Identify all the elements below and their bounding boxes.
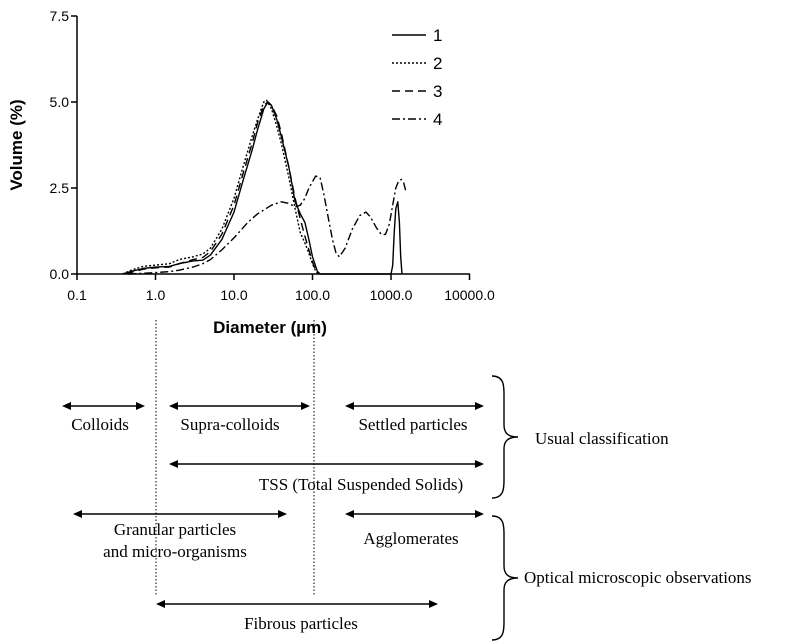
series-2-line (122, 99, 320, 275)
class-granular-particles: Granular particles and micro-organisms (73, 510, 287, 561)
series-1-line (122, 101, 403, 275)
class-colloids: Colloids (62, 402, 145, 434)
brace-usual-classification (491, 375, 519, 499)
class-fibrous-particles: Fibrous particles (156, 600, 438, 633)
class-settled-particles: Settled particles (345, 402, 484, 434)
classification-diagram: Colloids Supra-colloids Settled particles T… (62, 320, 752, 641)
class-label-supra-colloids: Supra-colloids (180, 415, 279, 434)
series-3-line (125, 101, 320, 275)
class-label-granular-particles: and micro-organisms (103, 542, 247, 561)
x-tick-label: 100.0 (295, 287, 330, 303)
y-tick-label: 0.0 (50, 266, 70, 282)
class-label-settled-particles: Settled particles (358, 415, 467, 434)
arrow-head-right (136, 402, 145, 410)
arrow-head-right (301, 402, 310, 410)
arrow-head-right (475, 510, 484, 518)
arrow-head-right (429, 600, 438, 608)
brace-label-optical: Optical microscopic observations (524, 568, 752, 587)
brace-optical-observations (491, 515, 519, 641)
x-tick-label: 1.0 (146, 287, 166, 303)
arrow-head-right (278, 510, 287, 518)
arrow-head-left (169, 460, 178, 468)
legend-label-1: 1 (433, 26, 442, 45)
class-label-agglomerates: Agglomerates (363, 529, 458, 548)
arrow-head-left (345, 402, 354, 410)
legend: 1 2 3 4 (392, 26, 442, 129)
series-layer (122, 99, 407, 275)
series-4-line (128, 175, 407, 275)
size-distribution-chart: Volume (%) Diameter (µm) 0.0 2.5 5.0 7.5 0.… (7, 8, 495, 337)
class-agglomerates: Agglomerates (345, 510, 484, 548)
legend-label-2: 2 (433, 54, 442, 73)
x-axis: 0.1 1.0 10.0 100.0 1000.0 10000.0 (67, 274, 495, 303)
x-tick-label: 1000.0 (370, 287, 413, 303)
arrow-head-left (73, 510, 82, 518)
class-supra-colloids: Supra-colloids (169, 402, 310, 434)
legend-label-4: 4 (433, 110, 442, 129)
arrow-head-left (62, 402, 71, 410)
x-tick-label: 10000.0 (444, 287, 495, 303)
x-tick-label: 10.0 (220, 287, 247, 303)
arrow-head-left (169, 402, 178, 410)
legend-label-3: 3 (433, 82, 442, 101)
class-label-fibrous-particles: Fibrous particles (244, 614, 358, 633)
class-tss: TSS (Total Suspended Solids) (169, 460, 484, 494)
arrow-head-right (475, 402, 484, 410)
class-label-granular-particles: Granular particles (114, 520, 236, 539)
y-axis: 0.0 2.5 5.0 7.5 (50, 8, 77, 282)
arrow-head-left (345, 510, 354, 518)
x-tick-label: 0.1 (67, 287, 87, 303)
brace-label-usual: Usual classification (535, 429, 669, 448)
y-tick-label: 7.5 (50, 8, 70, 24)
y-axis-title: Volume (%) (7, 99, 26, 190)
x-axis-title: Diameter (µm) (213, 318, 327, 337)
arrow-head-right (475, 460, 484, 468)
arrow-head-left (156, 600, 165, 608)
class-label-colloids: Colloids (71, 415, 129, 434)
class-label-tss: TSS (Total Suspended Solids) (259, 475, 463, 494)
y-tick-label: 2.5 (50, 180, 70, 196)
y-tick-label: 5.0 (50, 94, 70, 110)
